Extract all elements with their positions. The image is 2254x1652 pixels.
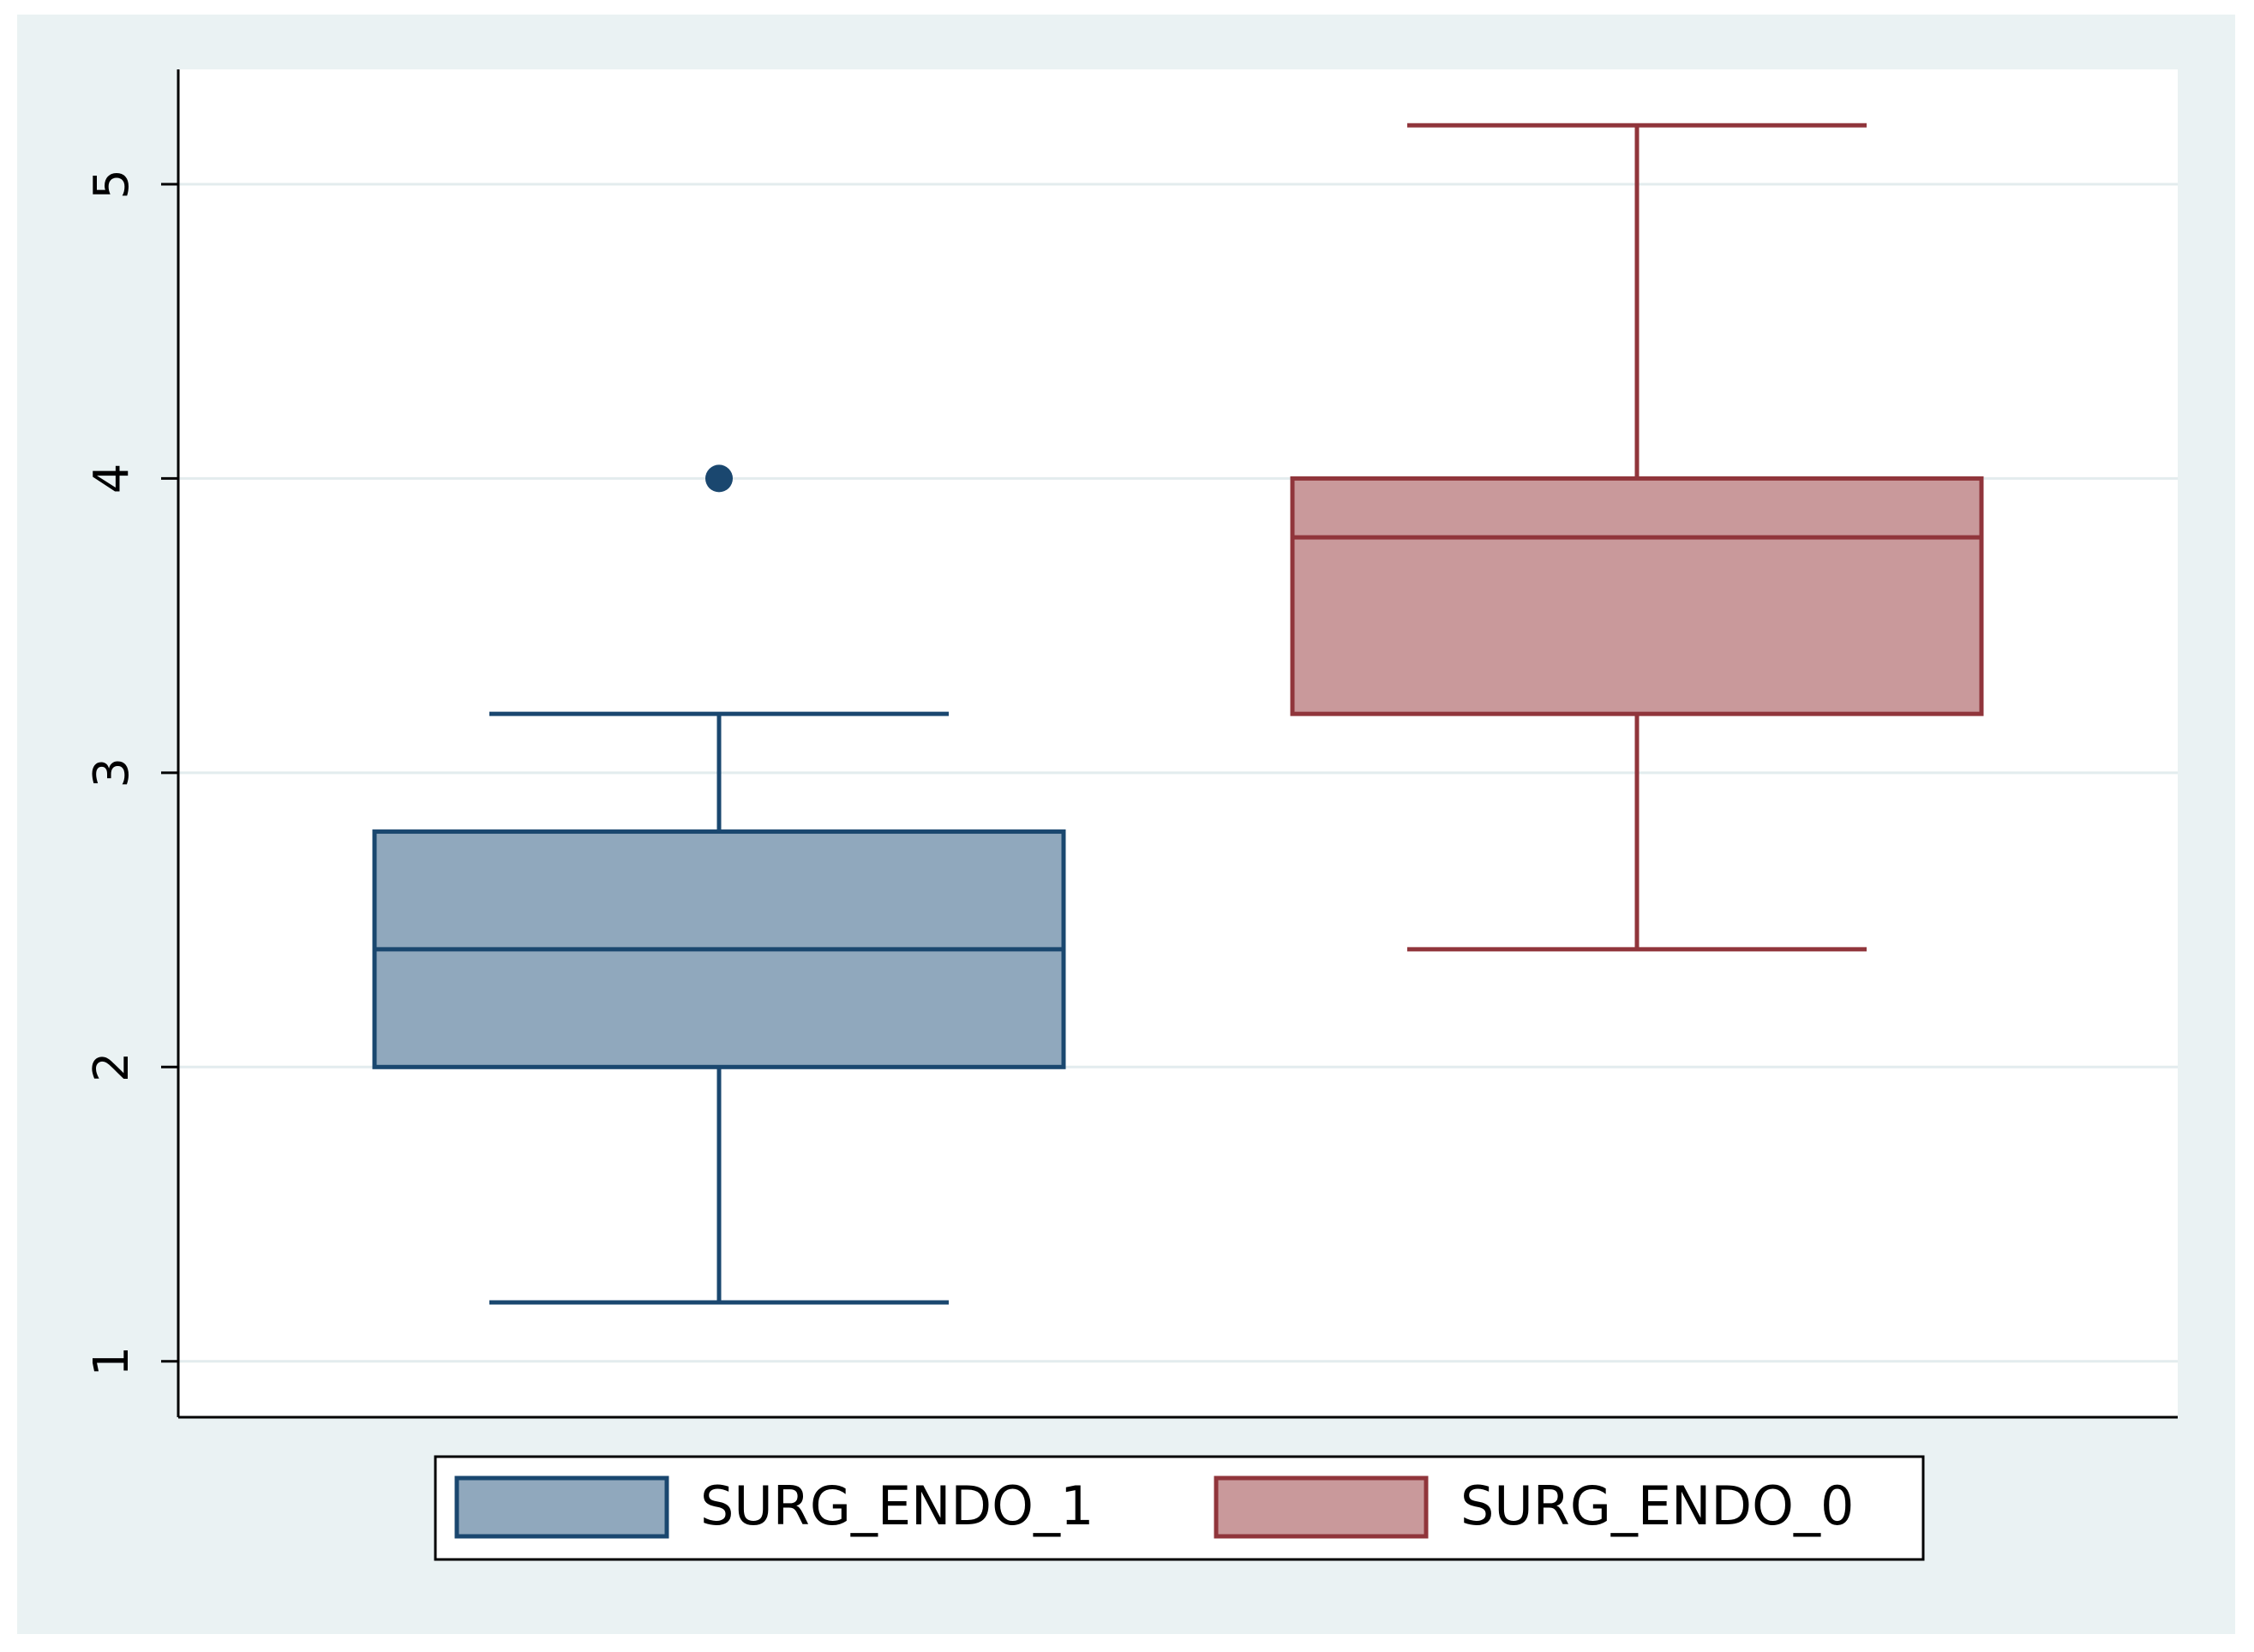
outlier (705, 464, 733, 493)
legend-swatch (1214, 1475, 1429, 1539)
legend-label: SURG_ENDO_0 (1460, 1475, 1854, 1537)
legend (434, 1455, 1925, 1561)
legend-items: SURG_ENDO_1 SURG_ENDO_0 (454, 1475, 1854, 1539)
y-tick-label: 4 (84, 464, 140, 494)
grid: 1 2 3 4 5 (84, 169, 2178, 1377)
marks (372, 123, 1984, 1305)
y-tick-label: 5 (84, 169, 140, 200)
y-tick-label: 3 (84, 757, 140, 788)
legend-label: SURG_ENDO_1 (700, 1475, 1094, 1537)
y-tick-label: 1 (84, 1346, 140, 1377)
legend-swatch (454, 1475, 669, 1539)
y-tick-label: 2 (84, 1051, 140, 1082)
plot-area (178, 69, 2178, 1417)
box (1290, 476, 1984, 716)
